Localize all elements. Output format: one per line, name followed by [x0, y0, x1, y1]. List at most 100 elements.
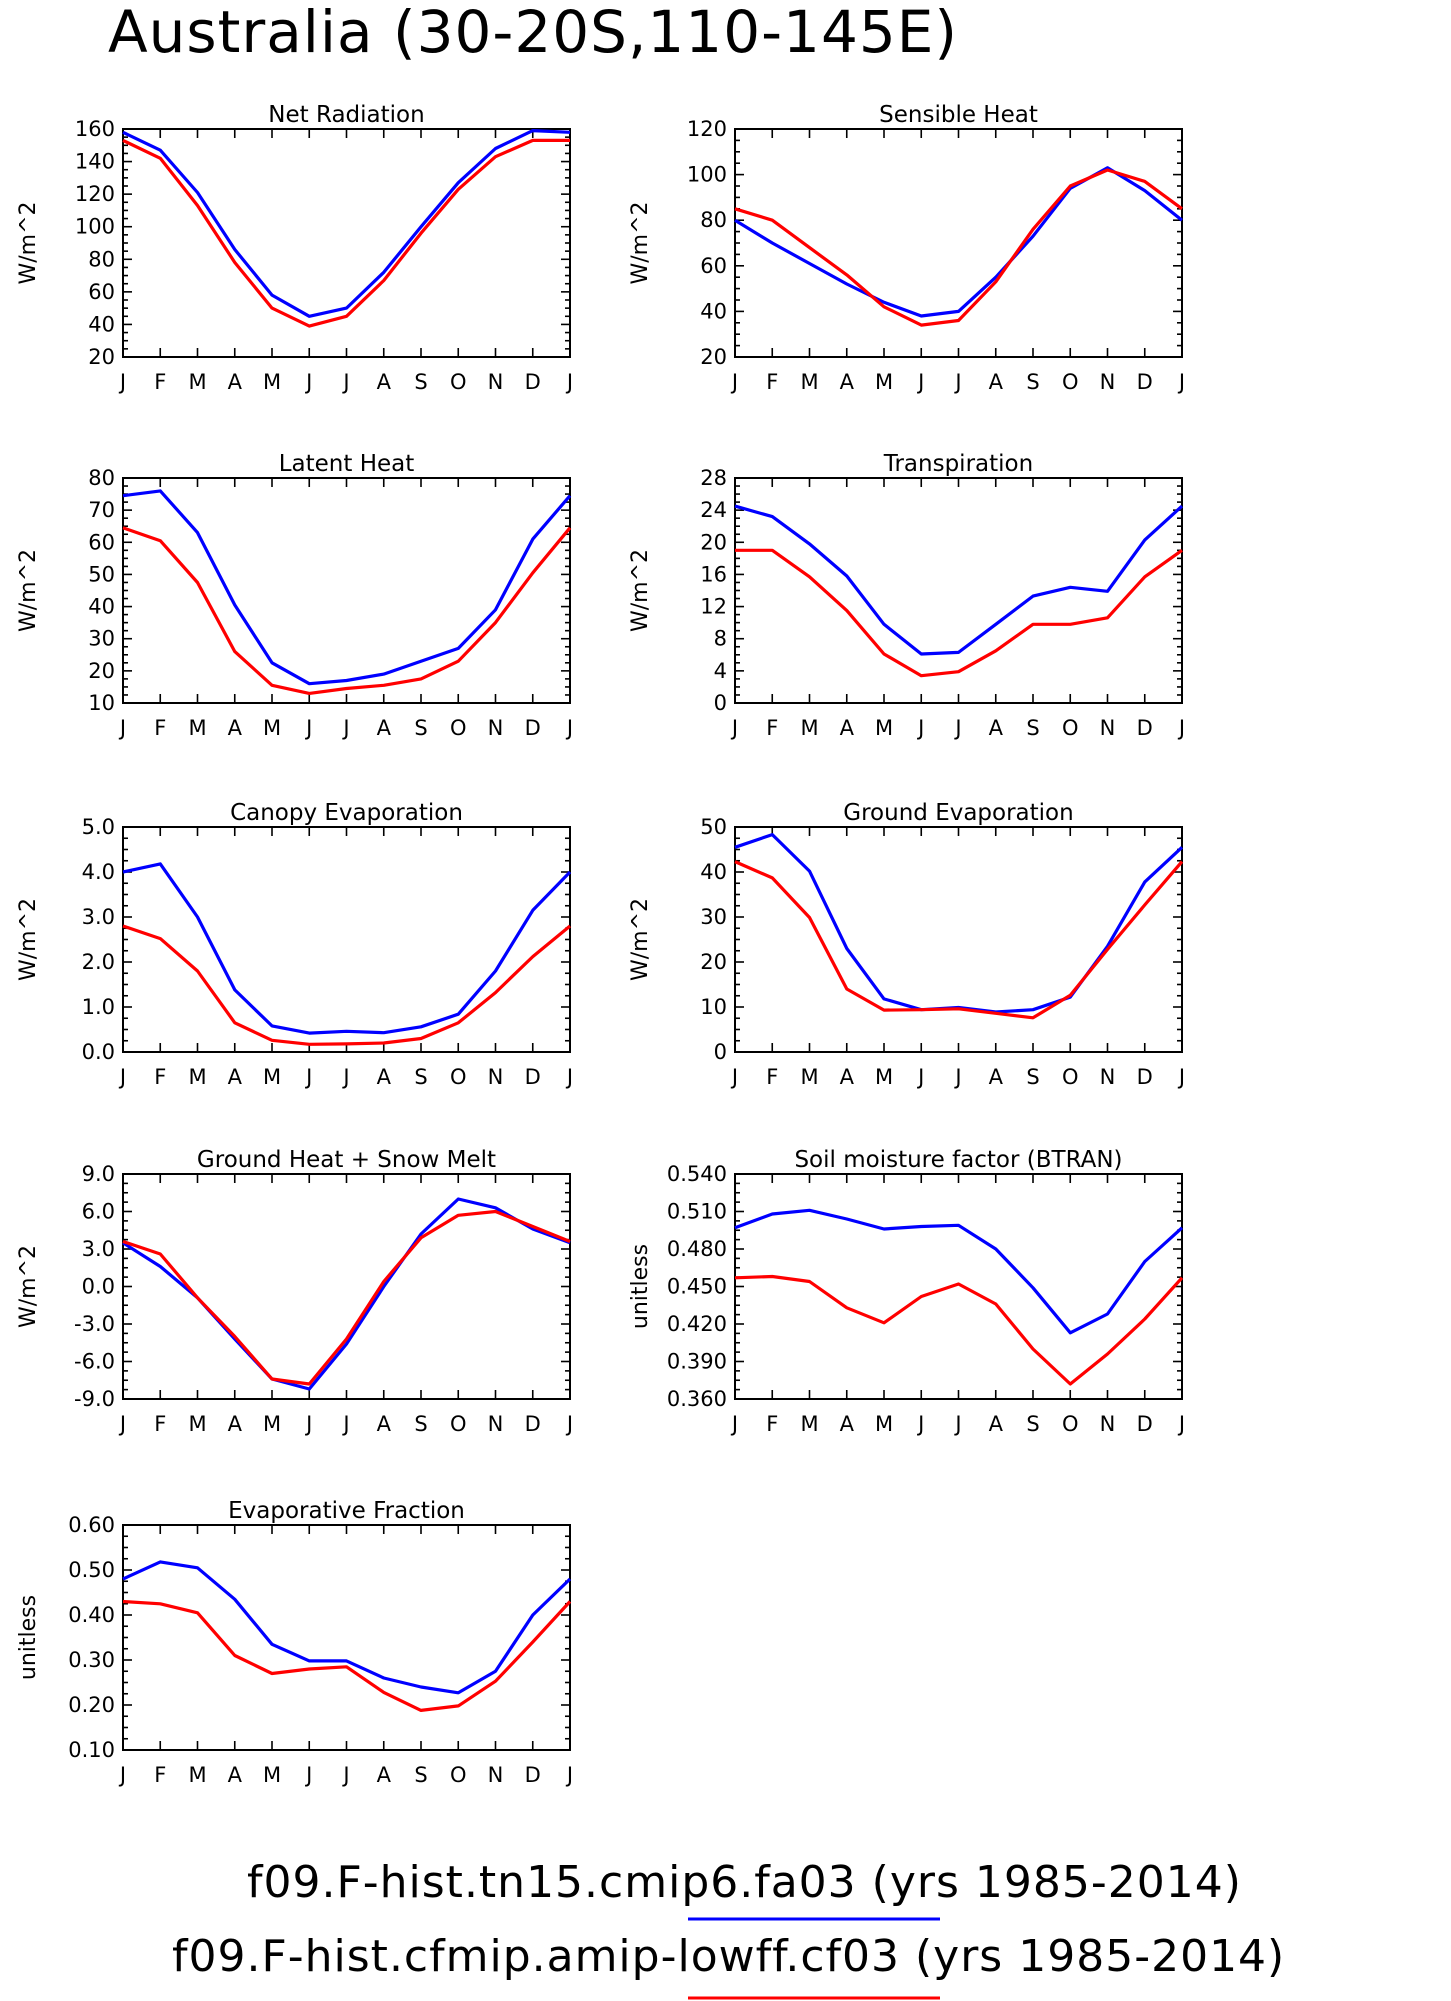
x-tick-label: A — [377, 370, 392, 394]
x-tick-label: M — [188, 716, 206, 740]
x-tick-label: M — [188, 1412, 206, 1436]
y-axis-label: W/m^2 — [16, 201, 41, 284]
legend-label-case2: f09.F-hist.cfmip.amip-lowff.cf03 (yrs 19… — [172, 1931, 1285, 1982]
panel-title: Net Radiation — [268, 102, 424, 128]
x-tick-label: O — [450, 1763, 467, 1787]
x-tick-label: J — [118, 1763, 126, 1787]
x-tick-label: A — [377, 1065, 392, 1089]
y-axis-label: W/m^2 — [16, 549, 41, 632]
x-tick-label: A — [377, 1763, 392, 1787]
legend-label-case1: f09.F-hist.tn15.cmip6.fa03 (yrs 1985-201… — [247, 1857, 1242, 1908]
x-tick-label: F — [154, 1412, 166, 1436]
series-line-case1 — [734, 832, 1184, 1014]
x-tick-label: O — [1062, 716, 1079, 740]
x-tick-label: D — [525, 370, 541, 394]
panel-title: Canopy Evaporation — [230, 800, 463, 826]
x-tick-label: A — [989, 716, 1004, 740]
x-tick-label: N — [1100, 1065, 1116, 1089]
x-tick-label: F — [154, 1763, 166, 1787]
y-tick-label: 50 — [700, 815, 727, 839]
x-tick-label: J — [953, 1412, 961, 1436]
x-tick-label: M — [875, 1065, 893, 1089]
x-tick-label: J — [730, 1412, 738, 1436]
x-tick-label: M — [188, 1065, 206, 1089]
series-line-case2 — [122, 526, 572, 696]
y-tick-label: 80 — [88, 466, 115, 490]
x-tick-label: N — [1100, 716, 1116, 740]
y-tick-label: 120 — [687, 117, 727, 141]
x-tick-label: S — [414, 1412, 427, 1436]
x-tick-label: M — [875, 370, 893, 394]
x-tick-label: A — [377, 1412, 392, 1436]
x-tick-label: D — [525, 716, 541, 740]
y-tick-label: 10 — [88, 691, 115, 715]
plot-frame — [734, 1173, 1183, 1400]
series-line-case1 — [122, 1197, 571, 1391]
x-tick-label: O — [450, 716, 467, 740]
x-tick-label: S — [1026, 1412, 1039, 1436]
x-tick-label: J — [565, 370, 573, 394]
y-tick-label: 24 — [700, 498, 727, 522]
x-tick-label: A — [989, 370, 1004, 394]
x-tick-label: J — [341, 1763, 349, 1787]
series-line-case2 — [122, 924, 572, 1046]
y-tick-label: 9.0 — [82, 1162, 115, 1186]
panel-8: Soil moisture factor (BTRAN) unitless 0.36… — [628, 1147, 1185, 1436]
x-tick-label: D — [1137, 1065, 1153, 1089]
y-tick-label: 60 — [88, 530, 115, 554]
x-tick-label: N — [488, 370, 504, 394]
x-tick-label: S — [1026, 716, 1039, 740]
y-tick-label: 140 — [75, 150, 115, 174]
x-tick-label: F — [154, 370, 166, 394]
x-tick-label: J — [304, 1763, 312, 1787]
x-tick-label: M — [800, 716, 818, 740]
x-tick-label: J — [118, 1412, 126, 1436]
x-tick-label: S — [414, 1065, 427, 1089]
y-tick-label: 1.0 — [82, 995, 115, 1019]
y-axis-label: W/m^2 — [628, 549, 653, 632]
y-tick-label: 0.0 — [82, 1040, 115, 1064]
x-tick-label: J — [1177, 716, 1185, 740]
x-tick-label: M — [263, 370, 281, 394]
x-tick-label: D — [525, 1065, 541, 1089]
y-tick-label: 16 — [700, 562, 727, 586]
legend: f09.F-hist.tn15.cmip6.fa03 (yrs 1985-201… — [172, 1857, 1285, 2000]
series-line-case2 — [122, 1209, 571, 1386]
y-tick-label: 20 — [700, 345, 727, 369]
x-tick-label: A — [228, 716, 243, 740]
y-tick-label: 100 — [75, 215, 115, 239]
x-tick-label: J — [1177, 1065, 1185, 1089]
x-tick-label: J — [916, 1412, 924, 1436]
x-tick-label: M — [875, 716, 893, 740]
y-tick-label: 4.0 — [82, 860, 115, 884]
x-tick-label: A — [840, 716, 855, 740]
y-tick-label: 40 — [700, 860, 727, 884]
x-tick-label: M — [263, 1763, 281, 1787]
x-tick-label: D — [1137, 370, 1153, 394]
panel-9: Evaporative Fraction unitless 0.10 0.20 0.30… — [16, 1498, 573, 1787]
y-tick-label: 80 — [88, 247, 115, 271]
series-line-case2 — [734, 168, 1183, 327]
y-tick-label: 0.40 — [68, 1603, 115, 1627]
x-tick-label: O — [1062, 370, 1079, 394]
x-tick-label: J — [953, 716, 961, 740]
y-tick-label: -3.0 — [74, 1312, 115, 1336]
figure-title: Australia (30-20S,110-145E) — [108, 0, 958, 66]
x-tick-label: D — [1137, 716, 1153, 740]
series-line-case1 — [122, 489, 572, 686]
x-tick-label: A — [228, 1763, 243, 1787]
y-tick-label: 0 — [714, 691, 727, 715]
series-line-case1 — [734, 1208, 1184, 1335]
x-tick-label: J — [565, 716, 573, 740]
plot-frame — [122, 826, 571, 1053]
x-tick-label: J — [304, 370, 312, 394]
y-tick-label: 8 — [714, 627, 727, 651]
x-tick-label: J — [730, 370, 738, 394]
y-tick-label: 20 — [700, 950, 727, 974]
y-tick-label: 3.0 — [82, 905, 115, 929]
x-tick-label: J — [341, 1412, 349, 1436]
x-tick-label: J — [916, 716, 924, 740]
plot-frame — [122, 1524, 571, 1751]
